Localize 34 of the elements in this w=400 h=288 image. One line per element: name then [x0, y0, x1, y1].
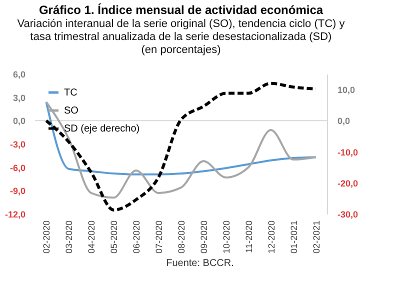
y2-tick-label: -10,0 [338, 147, 358, 158]
legend-label: SD (eje derecho) [64, 124, 140, 134]
x-tick-label: 02-2021 [311, 220, 322, 254]
legend-label: TC [64, 88, 78, 98]
line-series [45, 101, 317, 176]
y-tick-label: -3,0 [10, 140, 26, 150]
line-series [45, 101, 317, 199]
source-note: Fuente: BCCR. [165, 258, 235, 269]
chart-title: Gráfico 1. Índice mensual de actividad económica [38, 3, 324, 17]
line-series [44, 82, 318, 212]
y-tick-label: 6,0 [12, 70, 26, 80]
x-tick-label: 07-2020 [154, 220, 164, 254]
x-tick-label: 08-2020 [176, 220, 186, 254]
y-tick-label: -6,0 [10, 162, 26, 173]
chart-subtitle: Variación interanual de la serie original (SO), tendencia ciclo (TC) y tasa trimestral anualizada de la serie desestacionalizada (SD) (en porcentajes) [17, 18, 346, 56]
x-tick-label: 03-2020 [64, 220, 74, 254]
x-tick-label: 05-2020 [109, 220, 120, 254]
x-tick-label: 02-2020 [42, 220, 52, 254]
x-tick-label: 12-2020 [266, 220, 276, 254]
y-tick-label: 3,0 [12, 92, 26, 103]
x-tick-label: 06-2020 [132, 220, 142, 254]
y-tick-label: -12,0 [4, 210, 26, 220]
y2-tick-label: -30,0 [338, 210, 358, 220]
legend-label: SO [64, 106, 79, 116]
x-tick-label: 04-2020 [86, 220, 97, 254]
x-tick-label: 09-2020 [198, 220, 209, 254]
y2-tick-label: -20,0 [338, 178, 358, 188]
y-tick-label: 0,0 [12, 116, 26, 126]
y2-tick-label: 0,0 [338, 116, 350, 126]
y-tick-label: -9,0 [10, 186, 26, 196]
x-tick-label: 01-2021 [288, 220, 299, 254]
x-tick-label: 10-2020 [221, 220, 232, 254]
y2-tick-label: 10,0 [338, 85, 356, 96]
x-tick-label: 11-2020 [244, 220, 254, 253]
